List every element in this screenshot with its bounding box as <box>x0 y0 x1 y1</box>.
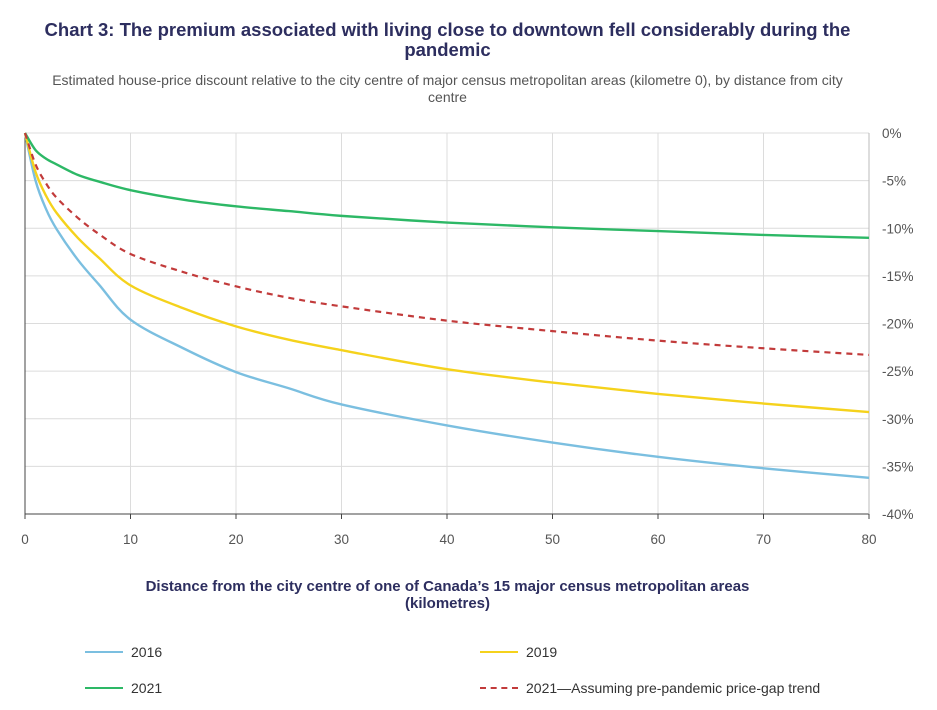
y-tick-label: -10% <box>882 221 914 236</box>
x-tick-label: 30 <box>334 532 349 547</box>
x-axis-title: Distance from the city centre of one of … <box>145 578 750 612</box>
x-tick-label: 40 <box>439 532 454 547</box>
x-tick-label: 20 <box>228 532 243 547</box>
y-tick-label: 0% <box>882 126 902 141</box>
y-tick-label: -20% <box>882 317 914 332</box>
y-tick-label: -15% <box>882 269 914 284</box>
x-tick-label: 0 <box>21 532 29 547</box>
chart-subtitle: Estimated house-price discount relative … <box>52 72 843 105</box>
x-tick-label: 80 <box>861 532 876 547</box>
x-tick-label: 50 <box>545 532 560 547</box>
y-tick-label: -40% <box>882 507 914 522</box>
y-tick-label: -25% <box>882 364 914 379</box>
x-tick-label: 70 <box>756 532 771 547</box>
axis-layer <box>24 133 870 519</box>
grid-layer <box>25 132 870 515</box>
x-tick-label: 60 <box>650 532 665 547</box>
series-line-2016 <box>23 132 870 480</box>
tick-layer: 0 10 20 30 40 50 60 70 80 0% -5% -10% -15% -20% -25% -3… <box>21 126 913 547</box>
series-line-2021-assuming-pre-pandemic-price-gap-trend <box>23 132 870 357</box>
series-line-2021 <box>23 132 870 239</box>
y-tick-label: -5% <box>882 174 906 189</box>
y-tick-label: -30% <box>882 412 914 427</box>
chart-title: Chart 3: The premium associated with liv… <box>44 19 851 60</box>
x-tick-label: 10 <box>123 532 138 547</box>
y-tick-label: -35% <box>882 459 914 474</box>
series-layer <box>23 132 870 480</box>
series-line-2019 <box>23 132 870 414</box>
